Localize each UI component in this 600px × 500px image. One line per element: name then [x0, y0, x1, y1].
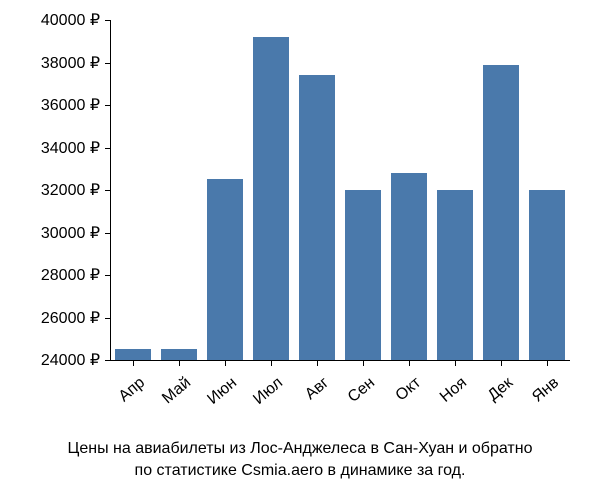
bar	[115, 349, 152, 360]
y-tick-label: 38000 ₽	[0, 53, 100, 73]
y-tick-mark	[105, 360, 111, 361]
x-tick-mark	[501, 360, 502, 366]
x-tick-label: Дек	[467, 374, 517, 420]
price-chart: 24000 ₽ 26000 ₽ 28000 ₽ 30000 ₽ 32000 ₽ 34000…	[0, 0, 600, 500]
bar	[437, 190, 474, 360]
y-tick-label: 32000 ₽	[0, 180, 100, 200]
y-tick-label: 26000 ₽	[0, 308, 100, 328]
x-tick-label: Май	[145, 374, 195, 420]
x-tick-label: Ноя	[421, 374, 471, 420]
x-tick-mark	[547, 360, 548, 366]
bar	[391, 173, 428, 360]
bar	[529, 190, 566, 360]
bar	[345, 190, 382, 360]
bar	[207, 179, 244, 360]
x-tick-mark	[179, 360, 180, 366]
x-tick-label: Апр	[99, 374, 149, 420]
x-tick-label: Окт	[375, 374, 425, 420]
bar	[161, 349, 198, 360]
x-tick-mark	[409, 360, 410, 366]
x-tick-mark	[133, 360, 134, 366]
x-tick-label: Янв	[513, 374, 563, 420]
y-tick-label: 40000 ₽	[0, 10, 100, 30]
x-tick-mark	[271, 360, 272, 366]
caption-line-2: по статистике Csmia.aero в динамике за г…	[0, 460, 600, 482]
y-tick-label: 24000 ₽	[0, 350, 100, 370]
x-tick-mark	[363, 360, 364, 366]
x-tick-mark	[455, 360, 456, 366]
x-tick-label: Авг	[283, 374, 333, 420]
y-tick-label: 28000 ₽	[0, 265, 100, 285]
x-tick-label: Июн	[191, 374, 241, 420]
x-tick-label: Июл	[237, 374, 287, 420]
x-tick-label: Сен	[329, 374, 379, 420]
bar	[483, 65, 520, 360]
plot-area	[110, 20, 570, 360]
bar	[253, 37, 290, 360]
bar	[299, 75, 336, 360]
y-tick-label: 34000 ₽	[0, 138, 100, 158]
y-tick-label: 30000 ₽	[0, 223, 100, 243]
caption-line-1: Цены на авиабилеты из Лос-Анджелеса в Са…	[0, 438, 600, 460]
x-tick-mark	[317, 360, 318, 366]
y-tick-label: 36000 ₽	[0, 95, 100, 115]
x-tick-mark	[225, 360, 226, 366]
